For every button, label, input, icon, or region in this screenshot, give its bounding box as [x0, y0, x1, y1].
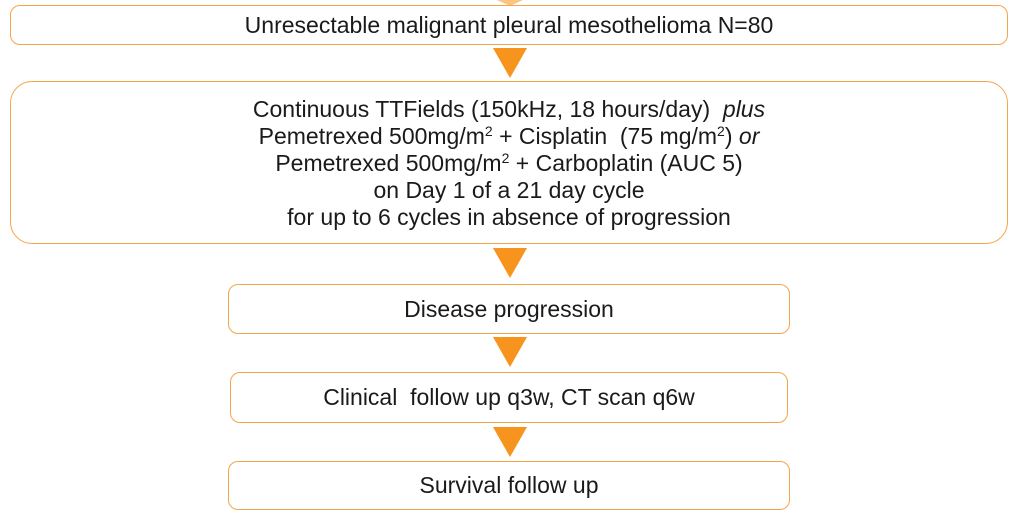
arrow-down-3: [493, 337, 527, 367]
arrow-down-2: [493, 248, 527, 278]
population-text: Unresectable malignant pleural mesotheli…: [244, 11, 774, 38]
arrow-down-1: [493, 48, 527, 78]
top-arrow-tip: [497, 0, 523, 5]
treatment-line-2: Pemetrexed 500mg/m2 + Cisplatin (75 mg/m…: [258, 123, 760, 150]
progression-box: Disease progression: [228, 284, 790, 334]
population-box: Unresectable malignant pleural mesotheli…: [10, 5, 1008, 45]
treatment-line-4: on Day 1 of a 21 day cycle: [373, 176, 645, 203]
plus-label: plus: [722, 96, 766, 123]
survival-box: Survival follow up: [228, 461, 790, 510]
progression-text: Disease progression: [404, 295, 614, 322]
treatment-line-1: Continuous TTFields (150kHz, 18 hours/da…: [252, 96, 766, 123]
or-label: or: [738, 123, 760, 150]
treatment-box: Continuous TTFields (150kHz, 18 hours/da…: [10, 81, 1008, 244]
arrow-down-4: [493, 427, 527, 457]
treatment-line-3: Pemetrexed 500mg/m2 + Carboplatin (AUC 5…: [275, 150, 743, 177]
followup-box: Clinical follow up q3w, CT scan q6w: [230, 372, 788, 423]
followup-text: Clinical follow up q3w, CT scan q6w: [323, 384, 695, 411]
treatment-line-5: for up to 6 cycles in absence of progres…: [287, 203, 731, 230]
survival-text: Survival follow up: [419, 472, 599, 499]
